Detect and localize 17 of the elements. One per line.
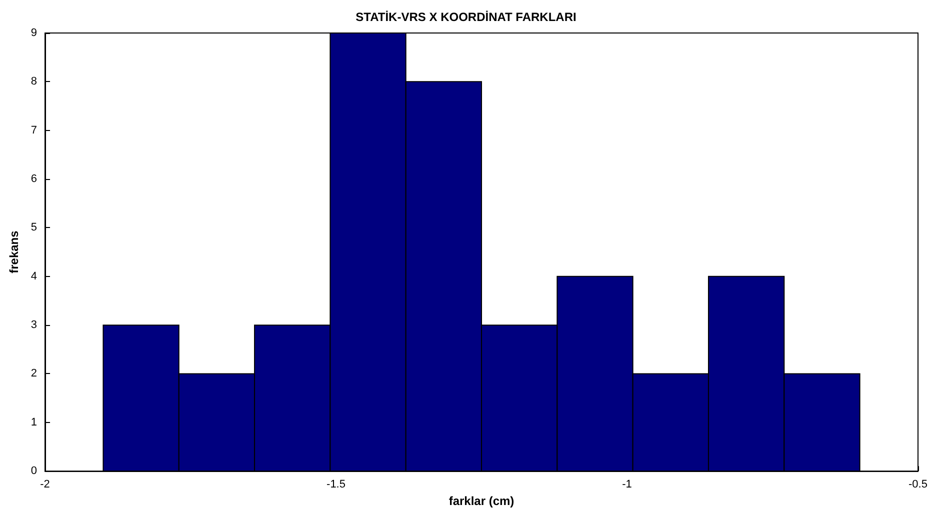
y-axis-title: frekans [7,230,21,274]
x-tick-label: -1 [622,478,632,491]
y-tick-label: 7 [30,124,38,136]
y-tick-label: 5 [30,222,38,234]
x-tick-label: -1.5 [326,478,346,491]
y-tick-label: 4 [30,270,38,282]
y-tick-label: 1 [30,416,38,428]
y-tick-label: 6 [30,173,38,186]
y-tick-label: 8 [30,76,38,88]
y-tick-label: 3 [30,319,38,332]
y-tick-label: 9 [30,27,38,39]
y-tick-label: 2 [30,368,38,380]
chart-title: STATİK-VRS X KOORDİNAT FARKLARI [356,10,576,24]
x-tick-label: -0.5 [908,478,928,491]
y-tick-label: 0 [30,465,38,478]
x-tick-label: -2 [40,478,50,491]
x-axis-title: farklar (cm) [448,494,514,508]
